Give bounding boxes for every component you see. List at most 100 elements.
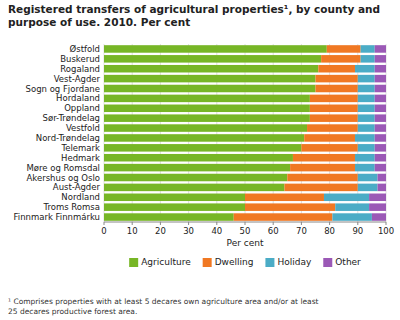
legend-label: Other	[335, 257, 361, 267]
bar-segment	[104, 75, 316, 83]
footnote-line: ¹ Comprises properties with at least 5 d…	[8, 297, 319, 306]
bar-segment	[358, 105, 375, 113]
tick-mark	[273, 222, 274, 225]
bar-segment	[104, 45, 327, 53]
bar-segment	[375, 75, 386, 83]
bar-segment	[375, 144, 386, 152]
tick-mark	[216, 222, 217, 225]
tick-label: 0	[101, 226, 106, 236]
category-label: Hordaland	[56, 93, 100, 103]
tick-mark	[188, 222, 189, 225]
bar-segment	[234, 213, 333, 221]
tick-mark	[301, 222, 302, 225]
bar-segment	[304, 134, 355, 142]
grid	[104, 44, 386, 222]
bar-segment	[355, 164, 375, 172]
bar-segment	[301, 144, 357, 152]
bar-segment	[104, 105, 310, 113]
category-label: Østfold	[70, 44, 100, 54]
bar-segment	[245, 194, 324, 202]
bar-segment	[321, 55, 360, 63]
legend-swatch	[323, 258, 332, 267]
legend-swatch	[203, 258, 212, 267]
bar-segment	[378, 174, 386, 182]
bar-segment	[375, 95, 386, 103]
legend-item: Other	[323, 257, 361, 267]
category-label: Vestfold	[66, 123, 100, 133]
bar-segment	[375, 105, 386, 113]
bar-segment	[358, 95, 375, 103]
bar-segment	[310, 95, 358, 103]
category-label: Buskerud	[60, 54, 100, 64]
bar-segment	[290, 164, 355, 172]
category-label: Sogn og Fjordane	[26, 84, 100, 94]
bar-segment	[310, 105, 358, 113]
bar-segment	[104, 95, 310, 103]
bar-segment	[284, 184, 357, 192]
legend-item: Holiday	[265, 257, 312, 267]
bars	[104, 45, 386, 221]
bar-segment	[361, 55, 375, 63]
bar-segment	[104, 55, 321, 63]
tick-label: 70	[296, 226, 307, 236]
bar-segment	[355, 65, 375, 73]
bar-segment	[375, 124, 386, 132]
bar-segment	[369, 203, 386, 211]
bar-segment	[358, 114, 375, 122]
footnote-line: 25 decares productive forest area.	[8, 307, 137, 316]
category-label: Vest-Agder	[54, 74, 101, 84]
bar-segment	[375, 134, 386, 142]
bar-segment	[355, 134, 375, 142]
bar-segment	[358, 184, 378, 192]
category-label: Møre og Romsdal	[27, 163, 100, 173]
bar-segment	[104, 213, 234, 221]
bar-segment	[358, 75, 375, 83]
footnote: ¹ Comprises properties with at least 5 d…	[8, 297, 319, 316]
bar-segment	[104, 154, 293, 162]
legend-label: Dwelling	[215, 257, 254, 267]
bar-segment	[324, 194, 369, 202]
y-axis: Finnmark FinnmárkuTroms RomsaNordlandAus…	[14, 44, 101, 222]
category-label: Oppland	[64, 103, 100, 113]
legend-swatch	[265, 258, 274, 267]
tick-label: 40	[211, 226, 222, 236]
category-label: Rogaland	[60, 64, 100, 74]
category-label: Troms Romsa	[42, 202, 100, 212]
bar-segment	[375, 114, 386, 122]
bar-segment	[245, 203, 335, 211]
bar-segment	[316, 85, 358, 93]
tick-mark	[386, 222, 387, 225]
tick-label: 100	[378, 226, 394, 236]
x-axis: 0102030405060708090100Per cent	[101, 222, 394, 248]
category-label: Akershus og Oslo	[27, 173, 100, 183]
bar-segment	[375, 85, 386, 93]
legend-label: Holiday	[277, 257, 312, 267]
bar-segment	[358, 174, 378, 182]
category-label: Sør-Trøndelag	[43, 113, 100, 123]
bar-segment	[316, 75, 358, 83]
bar-segment	[104, 203, 245, 211]
category-label: Nordland	[61, 192, 100, 202]
category-label: Finnmark Finnmárku	[14, 212, 100, 222]
tick-mark	[160, 222, 161, 225]
bar-segment	[375, 65, 386, 73]
tick-label: 10	[127, 226, 138, 236]
tick-label: 20	[155, 226, 166, 236]
bar-segment	[104, 164, 290, 172]
bar-segment	[104, 134, 304, 142]
bar-segment	[375, 45, 386, 53]
legend-item: Agriculture	[129, 257, 191, 267]
category-label: Hedmark	[61, 153, 100, 163]
x-axis-label: Per cent	[227, 238, 264, 248]
bar-segment	[318, 65, 355, 73]
category-label: Nord-Trøndelag	[36, 133, 100, 143]
bar-segment	[104, 85, 316, 93]
bar-segment	[332, 213, 371, 221]
tick-label: 90	[352, 226, 363, 236]
category-label: Telemark	[61, 143, 101, 153]
title-line: purpose of use. 2010. Per cent	[8, 16, 190, 28]
bar-segment	[378, 184, 386, 192]
bar-segment	[358, 124, 375, 132]
bar-segment	[104, 184, 284, 192]
tick-label: 60	[268, 226, 279, 236]
